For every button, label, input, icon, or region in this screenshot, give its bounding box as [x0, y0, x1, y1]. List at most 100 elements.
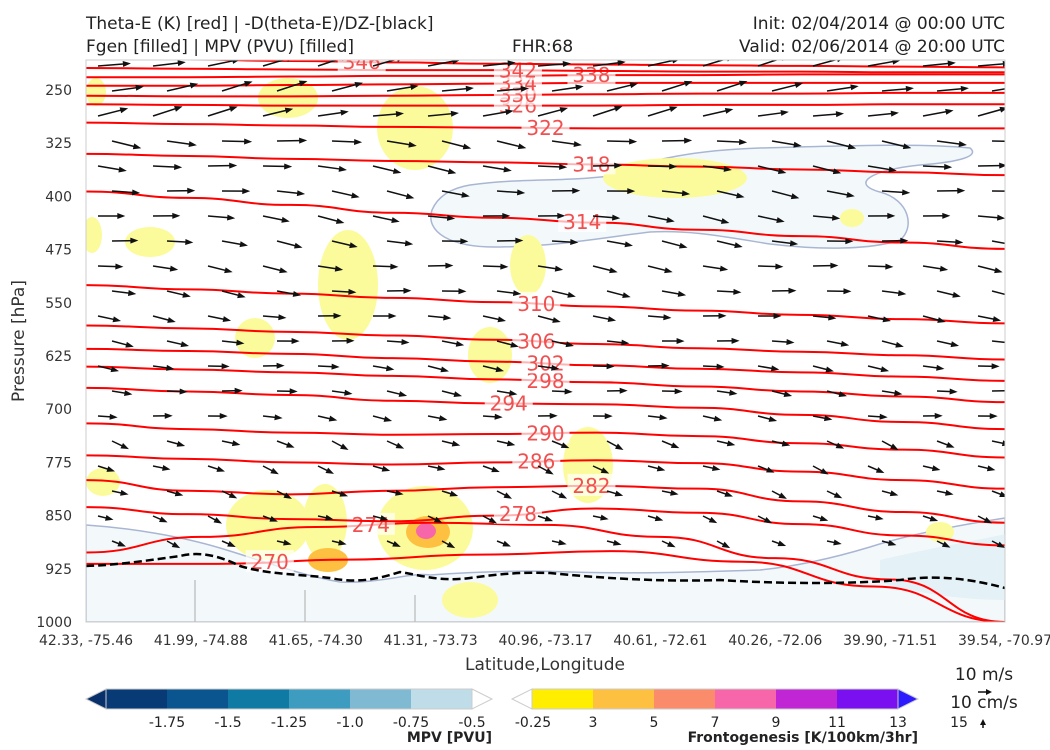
wind-vector-head	[452, 60, 461, 65]
wind-vector	[991, 340, 1005, 344]
wind-vector-head	[177, 60, 186, 67]
wind-vector-head	[880, 366, 890, 373]
wind-vector-head	[279, 267, 288, 274]
wind-vector-head	[902, 143, 912, 150]
wind-vector-head	[558, 492, 568, 499]
wind-vector-head	[216, 466, 225, 472]
wind-vector-head	[830, 262, 839, 269]
colorbar-left-arrow	[84, 688, 107, 710]
theta-e-contour-318	[86, 152, 1005, 177]
wind-vector-head	[117, 212, 126, 219]
wind-vector-head	[885, 263, 894, 270]
theta-e-contour-282	[86, 479, 1005, 524]
wind-vector-head	[766, 466, 775, 473]
y-tick-label: 925	[45, 562, 72, 578]
wind-vector-head	[176, 440, 186, 447]
wind-vector-head	[331, 363, 340, 370]
wind-vector-head	[850, 84, 859, 91]
wind-vector-head	[622, 292, 631, 299]
colorbar-block	[593, 689, 655, 709]
fgen-patch	[442, 582, 498, 618]
wind-vector-head	[227, 214, 236, 221]
y-tick-label: 1000	[36, 615, 72, 631]
wind-vector-head	[659, 414, 668, 421]
wind-vector-head	[609, 267, 618, 274]
wind-vector-head	[227, 541, 236, 547]
wind-vector-head	[231, 440, 241, 447]
x-tick-label: 40.96, -73.17	[498, 633, 592, 649]
wind-vector-head	[840, 340, 850, 347]
wind-vector-head	[902, 189, 911, 196]
theta-e-contour-294	[86, 386, 1005, 431]
wind-vector-head	[379, 515, 389, 521]
wind-vector-head	[455, 340, 465, 347]
wind-vector-head	[684, 137, 693, 144]
y-tick-label: 400	[45, 189, 72, 205]
fgen-patch	[303, 484, 347, 560]
wind-vector-head	[169, 265, 179, 272]
wind-vector-head	[945, 108, 954, 115]
wind-vector-head	[494, 413, 503, 420]
wind-vector-head	[731, 337, 740, 344]
wind-vector-head	[120, 442, 129, 450]
theta-e-label-302: 302	[526, 351, 564, 375]
wind-vector-head	[334, 265, 344, 272]
wind-vector-head	[999, 162, 1005, 169]
mpv-region-lower-darker	[880, 534, 1005, 600]
wind-vector-head	[174, 163, 183, 170]
wind-vector-head	[440, 366, 449, 373]
frontogenesis-shading	[86, 78, 954, 618]
wind-vector-head	[570, 239, 579, 246]
theta-e-label-278: 278	[499, 502, 537, 526]
wind-vector-head	[567, 291, 576, 298]
wind-vector-head	[832, 168, 842, 175]
wind-vector-head	[677, 290, 687, 297]
wind-vector-head	[398, 391, 408, 397]
x-tick-label: 42.33, -75.46	[39, 633, 133, 649]
fgen-patch	[416, 523, 436, 539]
x-tick-label: 41.65, -74.30	[269, 633, 363, 649]
wind-vector-head	[451, 440, 461, 447]
wind-vector-head	[278, 314, 287, 321]
contour-label-bg	[567, 63, 616, 86]
wind-vector-head	[1014, 138, 1022, 144]
wind-vector-head	[775, 263, 784, 270]
x-tick-label: 41.99, -74.88	[154, 633, 248, 649]
wind-vector-head	[835, 442, 845, 449]
wind-vector-head	[109, 413, 118, 420]
wind-vector-head	[286, 441, 295, 448]
wind-vector-head	[354, 81, 363, 88]
wind-vector-head	[503, 166, 512, 173]
wind-vector-head	[446, 541, 456, 549]
theta-e-contour-278	[86, 506, 1005, 547]
wind-vector-head	[515, 237, 524, 244]
wind-vector-head	[437, 465, 446, 471]
x-tick-label: 40.61, -72.61	[613, 633, 707, 649]
wind-vector-head	[770, 365, 780, 372]
wind-vector-head	[105, 514, 114, 521]
wind-vector-head	[122, 61, 131, 67]
wind-vector-head	[955, 239, 964, 246]
wind-vector-head	[509, 390, 518, 397]
fgen-patch	[86, 78, 106, 106]
wind-vector-head	[828, 314, 837, 321]
y-tick-label: 550	[45, 296, 72, 312]
wind-vector-head	[1010, 241, 1018, 247]
wind-vector-head	[328, 415, 338, 422]
colorbar-block	[350, 689, 412, 709]
theta-e-label-274: 274	[352, 513, 390, 537]
wind-vector-head	[900, 237, 909, 244]
colorbar-tick-label: 15	[950, 715, 968, 731]
wind-vector-head	[711, 465, 721, 472]
wind-vector-head	[718, 312, 727, 319]
colorbar-right-arrow	[471, 688, 494, 710]
wind-vector-head	[325, 467, 335, 474]
wind-vector-head	[517, 189, 526, 196]
header-init-time: Init: 02/04/2014 @ 00:00 UTC	[752, 14, 1005, 34]
wind-vector-head	[228, 492, 238, 499]
colorbar-left-arrow	[510, 688, 533, 710]
colorbar-tick-label: -1.0	[336, 715, 363, 731]
wind-vector-head	[269, 516, 278, 522]
wind-vector-head	[1012, 188, 1020, 194]
